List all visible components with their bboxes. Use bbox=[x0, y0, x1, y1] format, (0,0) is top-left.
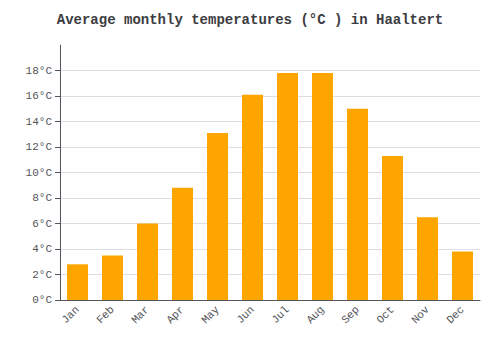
svg-text:Nov: Nov bbox=[409, 303, 432, 326]
svg-text:May: May bbox=[199, 303, 222, 326]
svg-text:Jun: Jun bbox=[234, 304, 256, 326]
svg-text:8°C: 8°C bbox=[32, 192, 52, 204]
svg-text:18°C: 18°C bbox=[26, 65, 53, 77]
svg-text:Sep: Sep bbox=[339, 304, 361, 326]
svg-text:Jul: Jul bbox=[269, 304, 291, 326]
svg-text:14°C: 14°C bbox=[26, 116, 53, 128]
svg-text:Average monthly temperatures (: Average monthly temperatures (°C ) in Ha… bbox=[57, 12, 443, 28]
svg-text:16°C: 16°C bbox=[26, 90, 53, 102]
svg-text:2°C: 2°C bbox=[32, 269, 52, 281]
svg-text:Oct: Oct bbox=[374, 304, 396, 326]
svg-text:Dec: Dec bbox=[444, 304, 466, 326]
svg-text:4°C: 4°C bbox=[32, 243, 52, 255]
svg-text:Feb: Feb bbox=[94, 304, 116, 326]
svg-text:10°C: 10°C bbox=[26, 167, 53, 179]
svg-text:Aug: Aug bbox=[304, 304, 326, 326]
svg-text:Apr: Apr bbox=[164, 304, 186, 326]
svg-text:Jan: Jan bbox=[59, 304, 81, 326]
svg-text:6°C: 6°C bbox=[32, 218, 52, 230]
svg-text:0°C: 0°C bbox=[32, 294, 52, 306]
svg-text:12°C: 12°C bbox=[26, 141, 53, 153]
svg-text:Mar: Mar bbox=[129, 304, 151, 326]
